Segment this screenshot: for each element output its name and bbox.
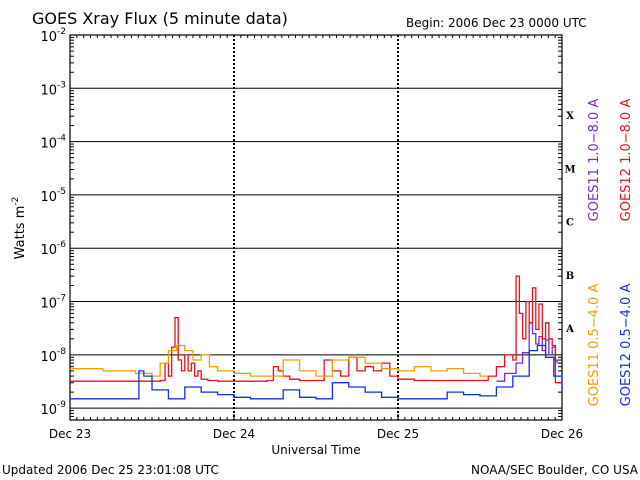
y-tick-base: 10	[40, 30, 57, 45]
source-credit: NOAA/SEC Boulder, CO USA	[471, 463, 639, 477]
x-tick-label: Dec 25	[377, 427, 419, 441]
legend-label: GOES12 0.5−4.0 A	[619, 284, 634, 407]
y-tick-exponent: -8	[57, 347, 66, 357]
y-tick-exponent: -3	[57, 80, 66, 90]
flare-class-label: C	[566, 218, 574, 229]
y-axis-label-group: Watts m-2	[11, 197, 28, 260]
y-tick-exponent: -6	[57, 240, 66, 250]
legend: GOES11 1.0−8.0 A GOES12 1.0−8.0 A GOES11 0…	[587, 99, 634, 407]
y-tick-exponent: -4	[57, 134, 66, 144]
flare-class-label: X	[566, 111, 574, 122]
updated-timestamp: Updated 2006 Dec 25 23:01:08 UTC	[2, 463, 219, 477]
series-line	[70, 275, 562, 384]
y-tick-exponent: -7	[57, 294, 66, 304]
y-tick-label: 10-4	[40, 134, 66, 152]
legend-label: GOES12 1.0−8.0 A	[619, 99, 634, 222]
flare-class-labels: X M C B A	[564, 111, 575, 335]
y-axis-label-exponent: -2	[11, 197, 21, 206]
x-tick-label: Dec 26	[541, 427, 583, 441]
flare-class-label: M	[564, 164, 575, 175]
x-axis-ticks: Dec 23 Dec 24 Dec 25 Dec 26	[49, 35, 583, 441]
y-tick-label: 10-9	[40, 400, 66, 418]
y-tick-base: 10	[40, 350, 57, 365]
legend-entry: GOES12 0.5−4.0 A	[619, 284, 634, 407]
plot-area	[69, 34, 563, 421]
series-line	[496, 322, 558, 382]
x-axis-label: Universal Time	[271, 443, 360, 457]
y-tick-exponent: -5	[57, 187, 66, 197]
y-tick-base: 10	[40, 297, 57, 312]
y-tick-base: 10	[40, 137, 57, 152]
y-tick-base: 10	[40, 243, 57, 258]
y-tick-label: 10-2	[40, 27, 66, 45]
x-tick-label: Dec 23	[49, 427, 91, 441]
begin-time-label: Begin: 2006 Dec 23 0000 UTC	[406, 16, 587, 30]
series-line	[70, 344, 489, 377]
y-tick-label: 10-5	[40, 187, 66, 205]
y-axis-label: Watts m-2	[11, 197, 28, 260]
x-tick-label: Dec 24	[213, 427, 255, 441]
legend-entry: GOES11 0.5−4.0 A	[587, 284, 602, 407]
grid-lines	[70, 35, 562, 420]
y-tick-label: 10-3	[40, 80, 66, 98]
y-tick-label: 10-7	[40, 294, 66, 312]
y-tick-exponent: -2	[57, 27, 66, 37]
y-tick-base: 10	[40, 83, 57, 98]
legend-label: GOES11 1.0−8.0 A	[587, 99, 602, 222]
y-tick-label: 10-8	[40, 347, 66, 365]
legend-entry: GOES12 1.0−8.0 A	[619, 99, 634, 222]
flare-class-label: A	[565, 324, 574, 335]
y-tick-exponent: -9	[57, 400, 66, 410]
series-line	[70, 344, 563, 400]
y-axis-label-unit: Watts m	[13, 206, 28, 260]
legend-label: GOES11 0.5−4.0 A	[587, 284, 602, 407]
legend-entry: GOES11 1.0−8.0 A	[587, 99, 602, 222]
y-tick-base: 10	[40, 190, 57, 205]
y-tick-label: 10-6	[40, 240, 66, 258]
flux-series	[70, 275, 563, 400]
y-axis-ticks: 10-210-310-410-510-610-710-810-9	[40, 27, 562, 418]
y-tick-base: 10	[40, 403, 57, 418]
flare-class-label: B	[566, 271, 574, 282]
chart-title: GOES Xray Flux (5 minute data)	[32, 9, 288, 28]
